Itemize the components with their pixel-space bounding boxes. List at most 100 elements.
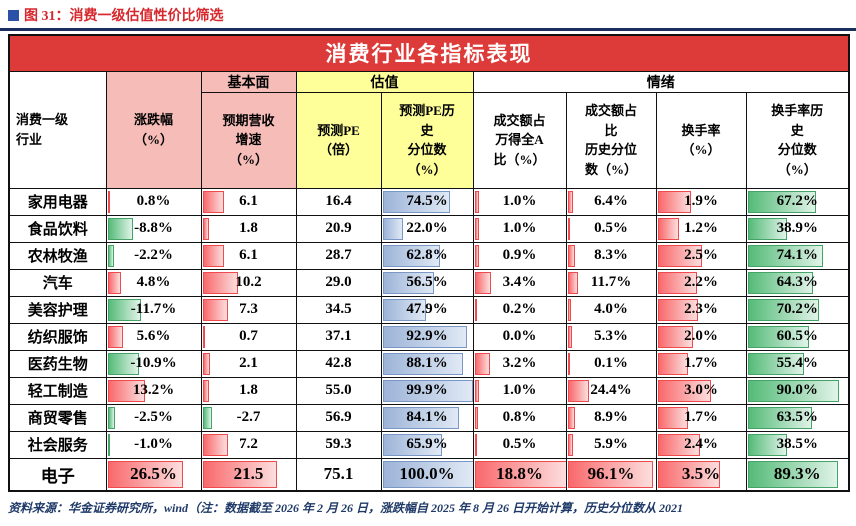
cell-turnover_amt_share: 0.8% (472, 403, 567, 432)
red-data-bar (202, 460, 278, 488)
cell-turnover_amt_share_hist_percentile: 8.9% (565, 403, 657, 432)
cell-forward_pe: 34.5 (295, 295, 382, 324)
cell-forward_pe: 42.8 (295, 349, 382, 378)
col-header-forward-pe: 预测PE （倍） (295, 91, 382, 189)
red-data-bar (474, 460, 565, 488)
col-header-change: 涨跌幅 （%） (105, 70, 202, 189)
table-title: 消费行业各指标表现 (8, 34, 850, 72)
cell-value: 6.1 (239, 247, 258, 263)
red-data-bar (474, 244, 479, 267)
cell-turnover_rate_hist_percentile: 38.5% (745, 430, 850, 459)
cell-turnover_rate: 3.5% (655, 457, 747, 492)
cell-change_pct: 26.5% (105, 457, 202, 492)
blue-data-bar (382, 433, 443, 456)
cell-turnover_amt_share: 0.9% (472, 241, 567, 270)
col-header-revenue-growth: 预期营收 增速 （%） (200, 91, 297, 189)
red-data-bar (107, 190, 110, 213)
industry-name: 家用电器 (8, 187, 107, 216)
blue-data-bar (382, 406, 460, 429)
cell-change_pct: 13.2% (105, 376, 202, 405)
cell-value: 16.4 (325, 193, 352, 209)
green-data-bar (107, 433, 111, 456)
red-data-bar (202, 352, 210, 375)
cell-expected_revenue_growth: 6.1 (200, 187, 297, 216)
bullet-square-icon (8, 9, 19, 21)
cell-forward_pe: 16.4 (295, 187, 382, 216)
table-row: 医药生物 -10.9% 2.1 42.8 88.1% 3.2% 0.1% 1.7% 55.4% (8, 349, 850, 378)
cell-turnover_rate: 1.2% (655, 214, 747, 243)
cell-value: 5.9% (594, 436, 628, 452)
industry-name: 汽车 (8, 268, 107, 297)
cell-value: 7.3 (239, 301, 258, 317)
cell-turnover_amt_share: 1.0% (472, 214, 567, 243)
table-row: 轻工制造 13.2% 1.8 55.0 99.9% 1.0% 24.4% 3.0% 90.0% (8, 376, 850, 405)
red-data-bar (567, 352, 570, 375)
cell-value: 20.9 (325, 220, 352, 236)
cell-value: 0.9% (502, 247, 537, 263)
cell-forward_pe_hist_percentile: 22.0% (380, 214, 474, 243)
blue-data-bar (382, 298, 427, 321)
blue-data-bar (382, 379, 472, 402)
cell-value: 2.3% (684, 301, 718, 317)
cell-value: 0.5% (594, 220, 628, 236)
green-data-bar (747, 379, 839, 402)
industry-name: 社会服务 (8, 430, 107, 459)
cell-value: 3.5% (681, 464, 721, 484)
cell-turnover_amt_share_hist_percentile: 4.0% (565, 295, 657, 324)
red-data-bar (202, 433, 228, 456)
cell-value: 59.3 (325, 436, 352, 452)
cell-value: 1.8 (239, 382, 258, 398)
cell-value: 13.2% (132, 382, 175, 398)
col-header-turnover-share-percentile: 成交额占 比 历史分位 数（%） (565, 91, 657, 189)
cell-value: 1.0% (502, 220, 537, 236)
cell-value: -2.7 (236, 409, 261, 425)
cell-value: 3.4% (502, 274, 537, 290)
blue-data-bar (382, 217, 403, 240)
green-data-bar (747, 460, 839, 488)
green-data-bar (107, 217, 133, 240)
red-data-bar (657, 460, 720, 488)
col-header-turnover-share: 成交额占 万得全A 比（%） (472, 91, 567, 189)
red-data-bar (657, 217, 679, 240)
cell-forward_pe_hist_percentile: 99.9% (380, 376, 474, 405)
cell-value: 38.5% (776, 436, 818, 452)
table-row: 社会服务 -1.0% 7.2 59.3 65.9% 0.5% 5.9% 2.4% 38.5% (8, 430, 850, 459)
cell-value: 7.2 (239, 436, 258, 452)
col-header-industry: 消费一级 行业 (8, 70, 107, 189)
cell-value: 65.9% (406, 436, 448, 452)
cell-expected_revenue_growth: 0.7 (200, 322, 297, 351)
red-data-bar (202, 325, 205, 348)
cell-forward_pe_hist_percentile: 92.9% (380, 322, 474, 351)
cell-change_pct: -1.0% (105, 430, 202, 459)
cell-value: 88.1% (406, 355, 448, 371)
figure-caption-text: 图 31：消费一级估值性价比筛选 (24, 9, 224, 24)
red-data-bar (474, 271, 492, 294)
cell-value: 55.4% (776, 355, 818, 371)
cell-change_pct: 0.8% (105, 187, 202, 216)
green-data-bar (107, 298, 141, 321)
cell-forward_pe_hist_percentile: 84.1% (380, 403, 474, 432)
cell-forward_pe: 55.0 (295, 376, 382, 405)
red-data-bar (567, 190, 574, 213)
cell-value: 29.0 (325, 274, 352, 290)
cell-turnover_rate: 1.9% (655, 187, 747, 216)
cell-value: 1.8 (239, 220, 258, 236)
cell-value: 55.0 (325, 382, 352, 398)
cell-forward_pe: 28.7 (295, 241, 382, 270)
group-header-fundamentals: 基本面 (200, 70, 297, 93)
red-data-bar (567, 379, 590, 402)
cell-turnover_rate_hist_percentile: 74.1% (745, 241, 850, 270)
industry-name: 轻工制造 (8, 376, 107, 405)
cell-change_pct: 5.6% (105, 322, 202, 351)
cell-turnover_amt_share_hist_percentile: 24.4% (565, 376, 657, 405)
cell-turnover_amt_share: 0.0% (472, 322, 567, 351)
table-row: 商贸零售 -2.5% -2.7 56.9 84.1% 0.8% 8.9% 1.7% 63.5% (8, 403, 850, 432)
cell-value: 10.2 (235, 274, 262, 290)
cell-value: 47.9% (406, 301, 448, 317)
cell-turnover_rate_hist_percentile: 90.0% (745, 376, 850, 405)
green-data-bar (202, 406, 212, 429)
green-data-bar (747, 325, 809, 348)
industry-name: 医药生物 (8, 349, 107, 378)
cell-value: -8.8% (134, 220, 173, 236)
indicator-table: 消费行业各指标表现 消费一级 行业 涨跌幅 （%） 基本面 估值 情绪 预期营收… (8, 34, 851, 492)
